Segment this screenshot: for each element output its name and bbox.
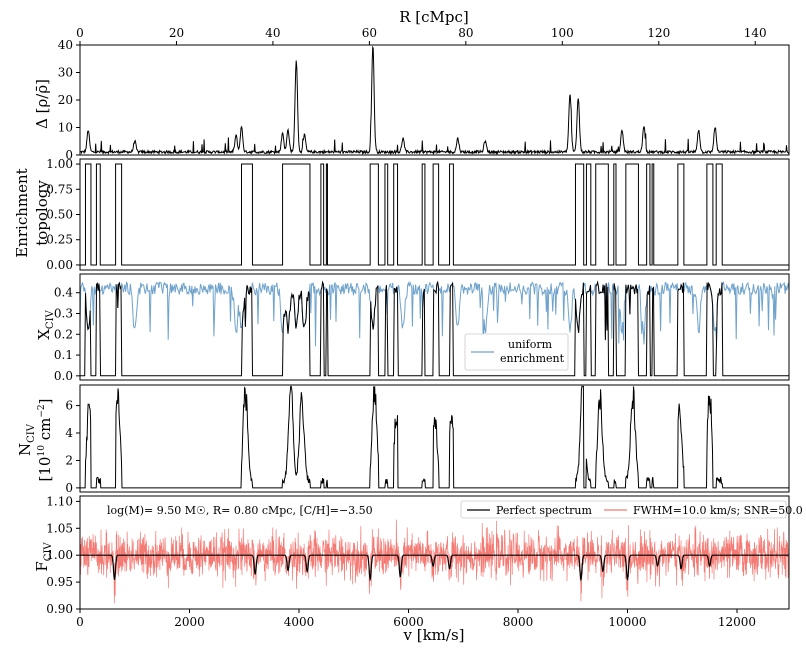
ylabel-topology: Enrichment topology — [13, 168, 51, 257]
svg-text:topology: topology — [33, 180, 51, 246]
ytick-label-density-10: 10 — [58, 121, 73, 135]
legend-flux: Perfect spectrum FWHM=10.0 km/s; SNR=50.… — [460, 500, 803, 519]
legend-xciv: uniform enrichment — [464, 333, 569, 371]
ylabel-overdensity: Δ [ρ/ρ̄] — [33, 79, 51, 129]
ytick-label-flux-1.00: 1.00 — [46, 548, 73, 562]
xtick-label-6000: 6000 — [393, 615, 424, 629]
top-tick-label-20: 20 — [169, 26, 184, 40]
ytick-label-nciv-2: 2 — [65, 453, 73, 467]
top-axis-label: R [cMpc] — [399, 8, 469, 26]
top-tick-label-120: 120 — [647, 26, 670, 40]
xtick-label-10000: 10000 — [608, 615, 646, 629]
ytick-label-topology-0.25: 0.25 — [46, 233, 73, 247]
xtick-label-8000: 8000 — [503, 615, 534, 629]
xtick-label-4000: 4000 — [284, 615, 315, 629]
legend-noisy-text: FWHM=10.0 km/s; SNR=50.0 — [633, 504, 803, 517]
ytick-label-density-0: 0 — [65, 148, 73, 162]
ytick-label-topology-0.75: 0.75 — [46, 182, 73, 196]
flux-annotation: log(M)= 9.50 M☉, R= 0.80 cMpc, [C/H]=−3.… — [107, 504, 373, 517]
panel-frame-1 — [79, 158, 790, 271]
ytick-label-density-30: 30 — [58, 66, 73, 80]
ytick-label-flux-0.95: 0.95 — [46, 575, 73, 589]
xtick-label-0: 0 — [76, 615, 84, 629]
flux-noisy-line — [79, 519, 790, 604]
panel-frame-4 — [79, 495, 790, 610]
ytick-label-xciv-0.3: 0.3 — [54, 306, 73, 320]
svg-text:NCIV: NCIV — [16, 423, 37, 456]
ytick-label-topology-1.00: 1.00 — [46, 157, 73, 171]
ytick-label-xciv-0.1: 0.1 — [54, 348, 73, 362]
ytick-label-nciv-6: 6 — [65, 399, 73, 413]
xciv-enriched-line — [80, 280, 789, 377]
ytick-label-nciv-4: 4 — [65, 426, 73, 440]
ytick-label-topology-0.00: 0.00 — [46, 258, 73, 272]
ytick-label-nciv-0: 0 — [65, 481, 73, 495]
ylabel-xciv: XCIV — [35, 309, 56, 339]
legend-perfect-text: Perfect spectrum — [496, 504, 592, 517]
ytick-label-density-20: 20 — [58, 93, 73, 107]
ytick-label-xciv-0.4: 0.4 — [54, 286, 73, 300]
flux-perfect-line — [80, 554, 789, 582]
panel-frame-2 — [79, 273, 790, 381]
xtick-label-12000: 12000 — [718, 615, 756, 629]
xtick-label-2000: 2000 — [174, 615, 205, 629]
nciv-line — [80, 385, 789, 489]
legend-uniform-text-2: enrichment — [500, 352, 565, 365]
ytick-label-flux-0.90: 0.90 — [46, 602, 73, 616]
top-tick-label-80: 80 — [458, 26, 473, 40]
panel-frame-3 — [79, 384, 790, 493]
ytick-label-flux-1.10: 1.10 — [46, 494, 73, 508]
top-tick-label-40: 40 — [265, 26, 280, 40]
panel-frame-0 — [79, 44, 790, 156]
svg-text:[1010 cm−2]: [1010 cm−2] — [36, 399, 54, 482]
ylabel-nciv: NCIV [1010 cm−2] — [16, 399, 54, 482]
svg-text:Enrichment: Enrichment — [13, 168, 31, 257]
ytick-label-flux-1.05: 1.05 — [46, 521, 73, 535]
xlabel: v [km/s] — [402, 626, 464, 644]
ytick-label-xciv-0.0: 0.0 — [54, 369, 73, 383]
topology-line — [80, 163, 789, 266]
legend-uniform-text-1: uniform — [508, 338, 553, 351]
top-tick-label-140: 140 — [744, 26, 767, 40]
top-tick-label-100: 100 — [551, 26, 574, 40]
density-line — [79, 45, 790, 156]
ytick-label-xciv-0.2: 0.2 — [54, 327, 73, 341]
top-tick-label-60: 60 — [362, 26, 377, 40]
ytick-label-topology-0.50: 0.50 — [46, 208, 73, 222]
xciv-uniform-line — [79, 280, 790, 356]
ytick-label-density-40: 40 — [58, 38, 73, 52]
top-tick-label-0: 0 — [76, 26, 84, 40]
